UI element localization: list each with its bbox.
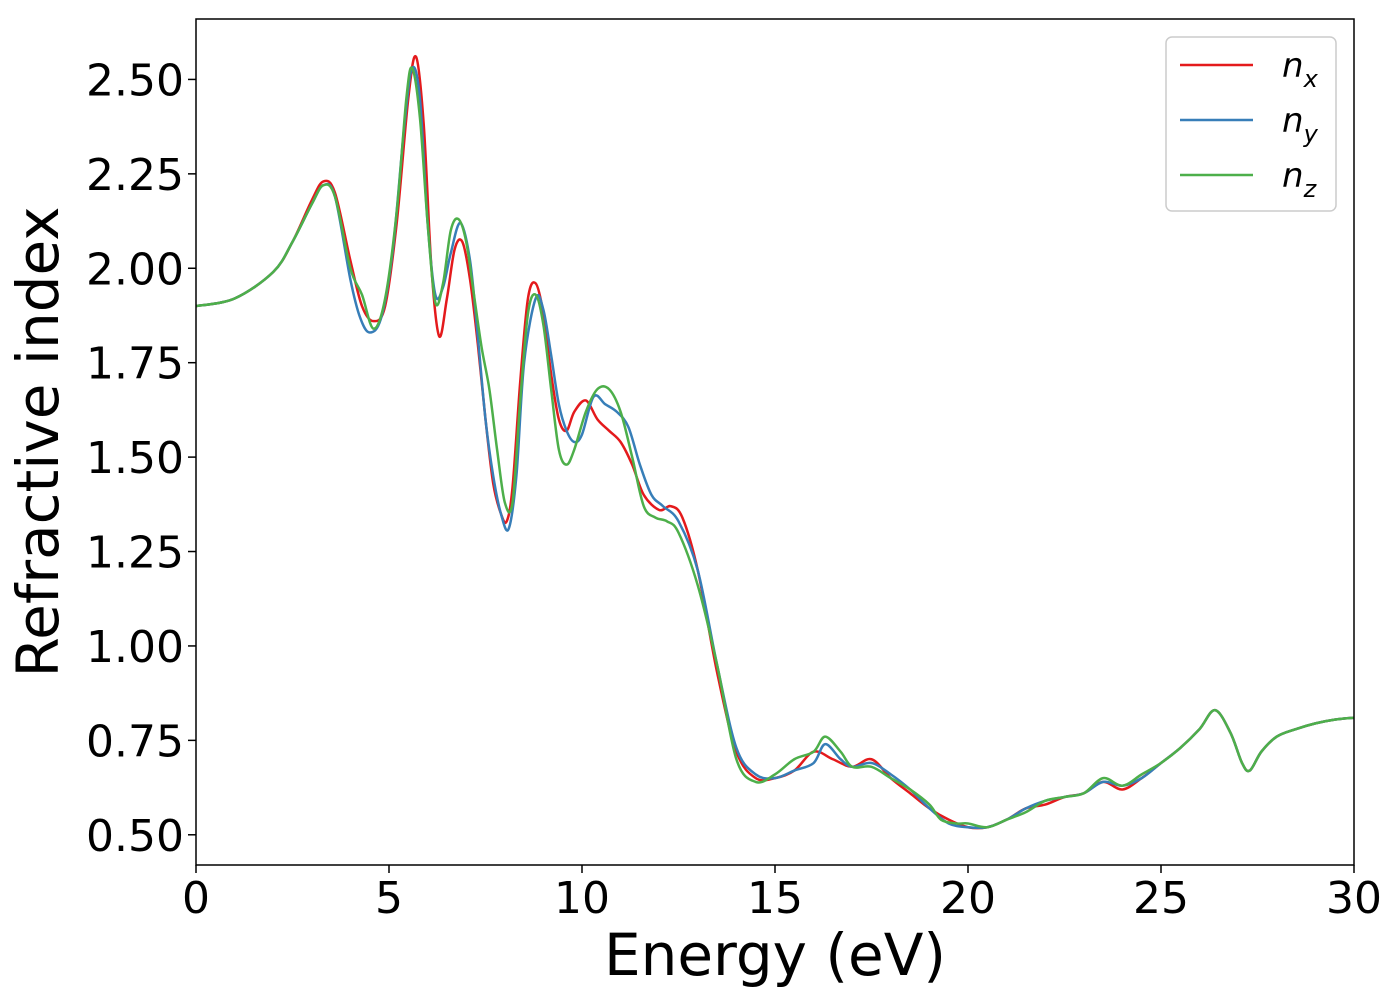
y-axis-title: Refractive index — [4, 206, 72, 677]
legend-label-n-x: nx — [1282, 46, 1319, 93]
y-tick-label: 1.00 — [86, 622, 184, 673]
y-tick-label: 0.50 — [86, 811, 184, 862]
y-tick-label: 2.25 — [86, 150, 184, 201]
y-tick-label: 2.50 — [86, 55, 184, 106]
x-tick-label: 30 — [1326, 873, 1382, 924]
x-tick-label: 0 — [182, 873, 210, 924]
x-axis-title: Energy (eV) — [604, 921, 946, 989]
legend-box — [1165, 36, 1337, 212]
series-line-n-z — [196, 66, 1354, 829]
y-tick-label: 0.75 — [86, 716, 184, 767]
y-axis-ticks: 0.50 0.75 1.00 1.25 1.50 1.75 2.00 2.25 2.50 — [86, 55, 196, 862]
x-axis-ticks: 0 5 10 15 20 25 30 — [182, 865, 1382, 924]
plot-lines — [196, 54, 1354, 830]
y-tick-label: 1.50 — [86, 433, 184, 484]
y-tick-label: 1.25 — [86, 528, 184, 579]
legend-label-n-z: nz — [1282, 156, 1318, 203]
y-tick-label: 2.00 — [86, 244, 184, 295]
x-tick-label: 25 — [1133, 873, 1189, 924]
x-tick-label: 15 — [747, 873, 803, 924]
y-tick-label: 1.75 — [86, 339, 184, 390]
x-tick-label: 20 — [940, 873, 996, 924]
x-tick-label: 10 — [554, 873, 610, 924]
legend: nx ny nz — [1165, 36, 1337, 212]
legend-label-n-y: ny — [1282, 101, 1319, 148]
x-tick-label: 5 — [375, 873, 403, 924]
